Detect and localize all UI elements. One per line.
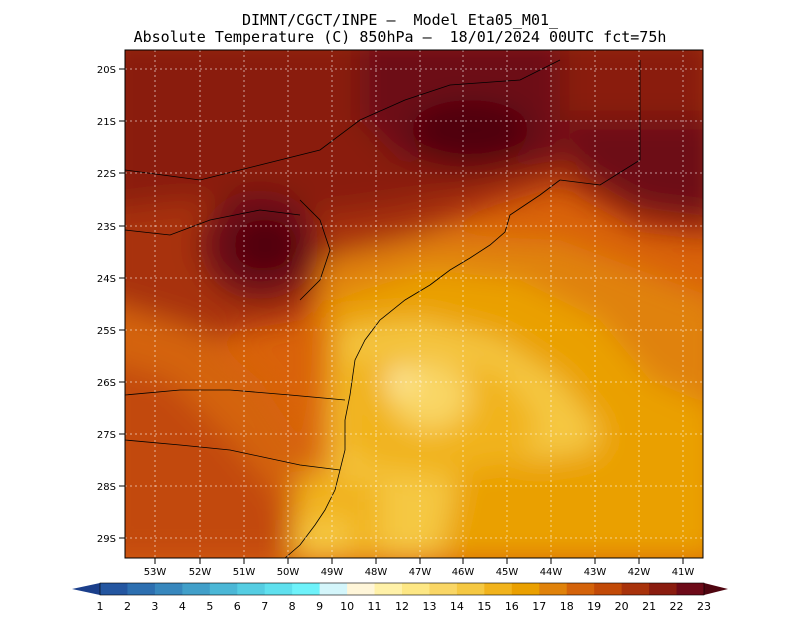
colorbar-label: 12 (395, 600, 409, 613)
colorbar-label: 18 (560, 600, 574, 613)
coastline-and-borders (125, 59, 641, 558)
colorbar-label: 2 (124, 600, 131, 613)
colorbar-segment (264, 583, 293, 595)
colorbar-label: 13 (422, 600, 436, 613)
colorbar-segment (456, 583, 485, 595)
colorbar-label: 22 (670, 600, 684, 613)
lon-label: 49W (321, 567, 344, 578)
colorbar-segment (621, 583, 650, 595)
lon-label: 46W (452, 567, 475, 578)
colorbar-segment (676, 583, 705, 595)
colorbar-segment (402, 583, 430, 595)
colorbar-segment (484, 583, 513, 595)
lat-label: 20S (97, 65, 116, 76)
lon-label: 43W (584, 567, 607, 578)
colorbar-label: 9 (316, 600, 323, 613)
colorbar-right-arrow (704, 583, 728, 595)
colorbar-label: 1 (97, 600, 104, 613)
colorbar-segment (374, 583, 403, 595)
temperature-field (125, 50, 703, 558)
colorbar-segment (182, 583, 211, 595)
colorbar: 1 2 3 4 5 6 7 8 9 10 11 12 13 14 15 16 17 18 19 20 21 22 23 (72, 582, 728, 613)
colorbar-label: 14 (450, 600, 464, 613)
colorbar-label: 15 (477, 600, 491, 613)
colorbar-label: 7 (261, 600, 268, 613)
colorbar-segment (292, 583, 321, 595)
lon-label: 42W (628, 567, 651, 578)
lat-label: 22S (97, 169, 116, 180)
lon-label: 51W (233, 567, 256, 578)
colorbar-label: 6 (234, 600, 241, 613)
colorbar-segment (347, 583, 376, 595)
lon-label: 52W (189, 567, 212, 578)
map-frame (124, 49, 704, 559)
lat-label: 29S (97, 534, 116, 545)
lon-label: 45W (496, 567, 519, 578)
colorbar-segment (539, 583, 568, 595)
lon-label: 47W (409, 567, 432, 578)
colorbar-segment (100, 583, 128, 595)
lat-label: 23S (97, 222, 116, 233)
colorbar-label: 4 (179, 600, 186, 613)
colorbar-label: 23 (697, 600, 711, 613)
lat-label: 28S (97, 482, 116, 493)
graticule (125, 50, 703, 558)
colorbar-label: 21 (642, 600, 656, 613)
colorbar-segment (319, 583, 348, 595)
colorbar-label: 16 (505, 600, 519, 613)
colorbar-segment (154, 583, 183, 595)
colorbar-label: 17 (532, 600, 546, 613)
colorbar-label: 8 (289, 600, 296, 613)
colorbar-segment (649, 583, 678, 595)
colorbar-segment (566, 583, 595, 595)
colorbar-segment (594, 583, 623, 595)
lat-label: 24S (97, 274, 116, 285)
colorbar-segment (127, 583, 156, 595)
colorbar-segment (429, 583, 458, 595)
colorbar-label: 5 (206, 600, 213, 613)
lon-label: 41W (672, 567, 695, 578)
colorbar-label: 11 (368, 600, 382, 613)
lat-label: 21S (97, 117, 116, 128)
longitude-axis: 53W 52W 51W 50W 49W 48W 47W 46W 45W 44W … (144, 558, 695, 578)
colorbar-left-arrow (72, 583, 100, 595)
colorbar-label: 19 (587, 600, 601, 613)
colorbar-label: 20 (615, 600, 629, 613)
lat-label: 27S (97, 430, 116, 441)
colorbar-segment (511, 583, 540, 595)
colorbar-label: 3 (151, 600, 158, 613)
colorbar-outline (99, 582, 705, 596)
lat-label: 26S (97, 378, 116, 389)
lon-label: 48W (365, 567, 388, 578)
lat-label: 25S (97, 326, 116, 337)
colorbar-label: 10 (340, 600, 354, 613)
colorbar-segment (237, 583, 266, 595)
map-title-line-1: DIMNT/CGCT/INPE – Model Eta05_M01_ (241, 11, 559, 29)
lon-label: 44W (540, 567, 563, 578)
lon-label: 50W (277, 567, 300, 578)
latitude-axis: 20S 21S 22S 23S 24S 25S 26S 27S 28S 29S (97, 65, 125, 545)
map-title-line-2: Absolute Temperature (C) 850hPa – 18/01/… (133, 28, 667, 46)
lon-label: 53W (144, 567, 167, 578)
colorbar-segment (209, 583, 238, 595)
